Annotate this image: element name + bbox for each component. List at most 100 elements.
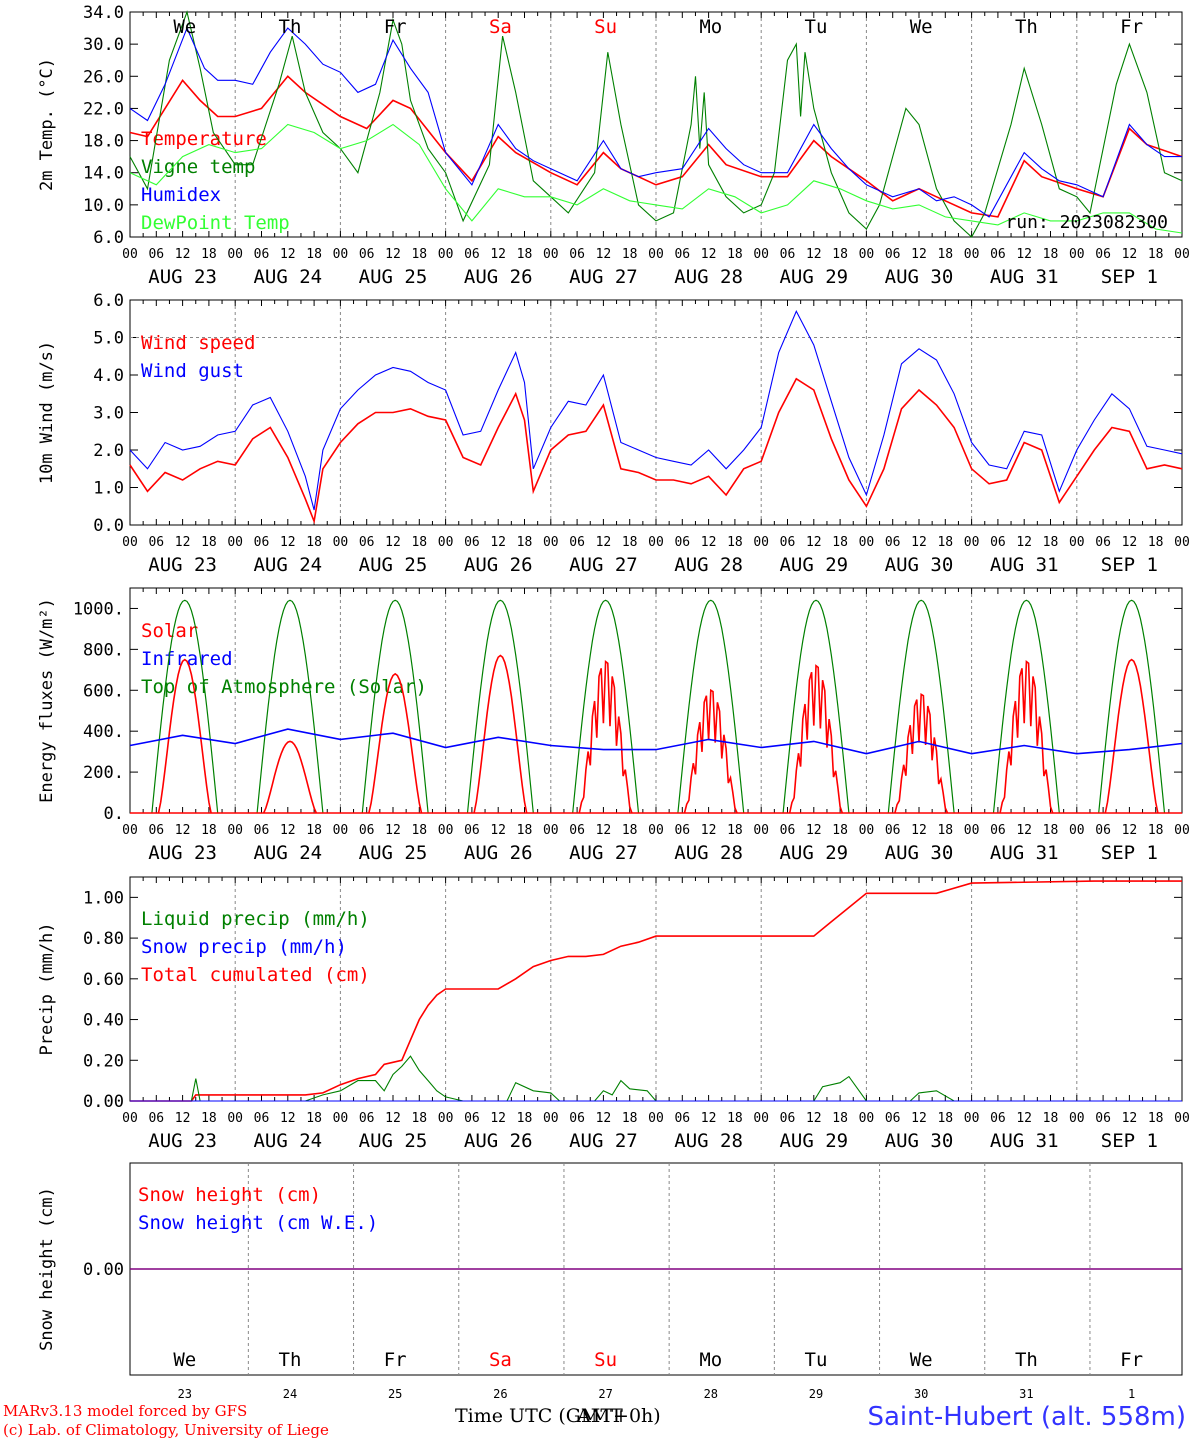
legend-entry: Snow precip (mm/h) bbox=[141, 936, 347, 958]
hour-tick-label: 00 bbox=[753, 823, 769, 838]
y-tick-label: 34.0 bbox=[83, 3, 124, 23]
day-number-label: 31 bbox=[1019, 1387, 1033, 1401]
hour-tick-label: 06 bbox=[1095, 535, 1111, 550]
y-tick-label: 0.0 bbox=[93, 516, 124, 536]
legend-entry: Vigne temp bbox=[141, 156, 255, 178]
hour-tick-label: 18 bbox=[727, 1111, 743, 1126]
date-tick-label: AUG 30 bbox=[885, 554, 954, 576]
hour-tick-label: 06 bbox=[780, 1111, 796, 1126]
hour-tick-label: 18 bbox=[937, 247, 953, 262]
hour-tick-label: 00 bbox=[1069, 1111, 1085, 1126]
date-tick-label: AUG 31 bbox=[990, 1130, 1059, 1152]
y-tick-label: 600. bbox=[83, 681, 124, 701]
hour-tick-label: 06 bbox=[464, 823, 480, 838]
hour-tick-label: 00 bbox=[122, 1111, 138, 1126]
hour-tick-label: 00 bbox=[648, 247, 664, 262]
hour-tick-label: 12 bbox=[806, 1111, 822, 1126]
hour-tick-label: 00 bbox=[227, 535, 243, 550]
weekday-label: Fr bbox=[1120, 16, 1143, 38]
y-tick-label: 22.0 bbox=[83, 99, 124, 119]
hour-tick-label: 18 bbox=[1043, 823, 1059, 838]
hour-tick-label: 00 bbox=[438, 247, 454, 262]
hour-tick-label: 00 bbox=[333, 1111, 349, 1126]
hour-tick-label: 12 bbox=[701, 1111, 717, 1126]
hour-tick-label: 18 bbox=[832, 823, 848, 838]
hour-tick-label: 06 bbox=[569, 823, 585, 838]
hour-tick-label: 00 bbox=[543, 247, 559, 262]
hour-tick-label: 12 bbox=[1016, 1111, 1032, 1126]
solar-curve bbox=[683, 688, 738, 814]
hour-tick-label: 18 bbox=[411, 1111, 427, 1126]
series-line bbox=[130, 1055, 1182, 1102]
hour-tick-label: 00 bbox=[122, 535, 138, 550]
date-tick-label: AUG 23 bbox=[148, 266, 217, 288]
hour-tick-label: 06 bbox=[990, 1111, 1006, 1126]
panel-snow: 0.00 Snow height (cm) Snow height (cm) Snow… bbox=[37, 1162, 1183, 1401]
hour-tick-label: 18 bbox=[1148, 247, 1164, 262]
hour-tick-label: 06 bbox=[674, 535, 690, 550]
toa-solar-curve bbox=[572, 599, 640, 814]
hour-tick-label: 12 bbox=[1122, 535, 1138, 550]
hour-tick-label: 00 bbox=[964, 1111, 980, 1126]
toa-solar-curve bbox=[887, 599, 955, 814]
hour-tick-label: 18 bbox=[411, 823, 427, 838]
y-tick-label: 400. bbox=[83, 722, 124, 742]
day-number-label: 29 bbox=[809, 1387, 823, 1401]
hour-tick-label: 18 bbox=[1043, 247, 1059, 262]
hour-tick-label: 18 bbox=[306, 1111, 322, 1126]
hour-tick-label: 06 bbox=[674, 1111, 690, 1126]
hour-tick-label: 18 bbox=[306, 535, 322, 550]
toa-solar-curve bbox=[256, 599, 324, 814]
hour-tick-label: 18 bbox=[517, 247, 533, 262]
run-label: run: 2023082300 bbox=[1005, 212, 1168, 233]
hour-tick-label: 18 bbox=[201, 823, 217, 838]
y-tick-label: 0. bbox=[104, 804, 124, 824]
hour-tick-label: 06 bbox=[148, 1111, 164, 1126]
weekday-label: Su bbox=[594, 16, 617, 38]
hour-tick-label: 06 bbox=[254, 247, 270, 262]
hour-tick-label: 06 bbox=[674, 823, 690, 838]
hour-tick-label: 12 bbox=[806, 823, 822, 838]
hour-tick-label: 18 bbox=[727, 535, 743, 550]
hour-tick-label: 18 bbox=[517, 823, 533, 838]
hour-tick-label: 00 bbox=[227, 1111, 243, 1126]
y-tick-label: 0.40 bbox=[83, 1011, 124, 1031]
hour-tick-label: 00 bbox=[648, 823, 664, 838]
date-tick-label: AUG 29 bbox=[779, 1130, 848, 1152]
time-axis-label-text: Time UTC (GMT+0h) bbox=[455, 1405, 661, 1427]
date-tick-label: AUG 31 bbox=[990, 842, 1059, 864]
weekday-label: Mo bbox=[699, 1349, 722, 1371]
hour-tick-label: 06 bbox=[359, 823, 375, 838]
date-tick-label: SEP 1 bbox=[1101, 842, 1158, 864]
weekday-label: Fr bbox=[384, 1349, 407, 1371]
hour-tick-label: 06 bbox=[990, 535, 1006, 550]
y-tick-label: 0.00 bbox=[83, 1092, 124, 1112]
hour-tick-label: 00 bbox=[753, 535, 769, 550]
hour-tick-label: 00 bbox=[648, 1111, 664, 1126]
hour-tick-label: 18 bbox=[727, 823, 743, 838]
hour-tick-label: 06 bbox=[569, 1111, 585, 1126]
date-tick-label: AUG 23 bbox=[148, 842, 217, 864]
weekday-label: We bbox=[173, 16, 196, 38]
hour-tick-label: 12 bbox=[596, 247, 612, 262]
series-line bbox=[129, 310, 1183, 511]
hour-tick-label: 12 bbox=[280, 1111, 296, 1126]
hour-tick-label: 18 bbox=[622, 247, 638, 262]
date-tick-label: AUG 25 bbox=[359, 842, 428, 864]
y-tick-label: 2.0 bbox=[93, 441, 124, 461]
date-tick-label: AUG 28 bbox=[674, 842, 743, 864]
hour-tick-label: 06 bbox=[780, 823, 796, 838]
hour-tick-label: 18 bbox=[517, 535, 533, 550]
solar-curve bbox=[788, 664, 844, 814]
date-tick-label: AUG 24 bbox=[253, 266, 322, 288]
hour-tick-label: 00 bbox=[964, 823, 980, 838]
hour-tick-label: 12 bbox=[911, 247, 927, 262]
hour-tick-label: 12 bbox=[490, 823, 506, 838]
date-tick-label: AUG 31 bbox=[990, 554, 1059, 576]
day-number-label: 24 bbox=[283, 1387, 297, 1401]
hour-tick-label: 12 bbox=[385, 535, 401, 550]
y-axis-label: Energy fluxes (W/m²) bbox=[37, 598, 57, 803]
hour-tick-label: 00 bbox=[227, 247, 243, 262]
hour-tick-label: 00 bbox=[333, 823, 349, 838]
weekday-label: We bbox=[910, 16, 933, 38]
